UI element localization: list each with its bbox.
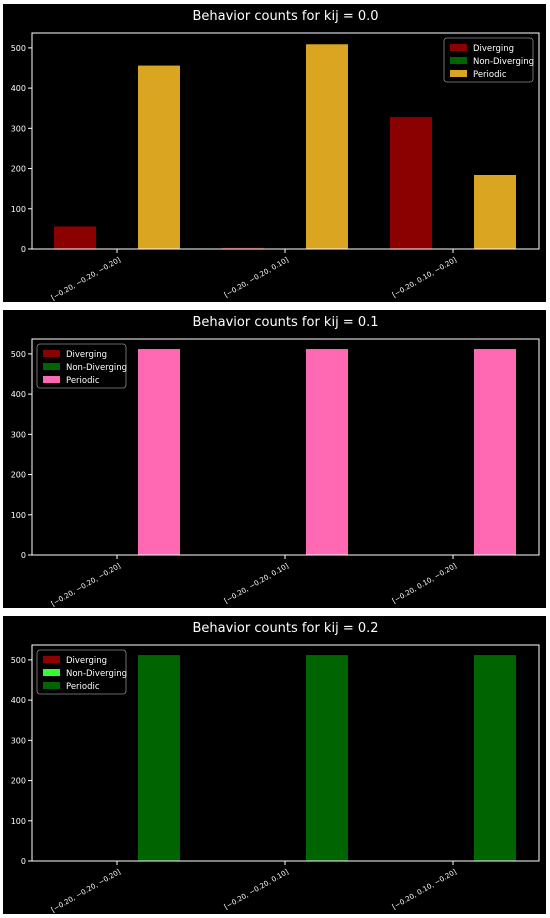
legend-swatch-diverging bbox=[43, 656, 60, 663]
legend-swatch-periodic bbox=[450, 70, 467, 77]
chart-title: Behavior counts for kij = 0.0 bbox=[192, 9, 378, 24]
y-tick-label: 300 bbox=[11, 430, 26, 439]
legend: Diverging Non-Diverging Periodic bbox=[36, 343, 127, 389]
x-tick-label: [−0.20, 0.10, −0.20] bbox=[391, 256, 458, 299]
legend-label-diverging: Diverging bbox=[473, 44, 514, 54]
bar-chart: Behavior counts for kij = 0.0 0 100 200 300 4… bbox=[11, 9, 540, 302]
legend-label-non-diverging: Non-Diverging bbox=[473, 57, 534, 67]
x-tick-label: [−0.20, −0.20, −0.20] bbox=[50, 256, 122, 302]
chart-panel-kij-0-2: Behavior counts for kij = 0.2 0 100 200 300 4… bbox=[3, 616, 546, 914]
y-tick-label: 100 bbox=[11, 205, 26, 214]
y-tick-label: 200 bbox=[11, 165, 26, 174]
x-tick-label: [−0.20, −0.20, −0.20] bbox=[50, 562, 122, 608]
y-tick-label: 100 bbox=[11, 817, 26, 826]
bar-periodic-1 bbox=[306, 655, 348, 861]
y-tick-label: 0 bbox=[21, 245, 26, 254]
y-tick-label: 200 bbox=[11, 777, 26, 786]
y-tick-label: 100 bbox=[11, 511, 26, 520]
y-tick-label: 0 bbox=[21, 551, 26, 560]
y-tick-label: 500 bbox=[11, 44, 26, 53]
bar-periodic-0 bbox=[138, 65, 180, 249]
bar-diverging-1 bbox=[222, 247, 264, 249]
chart-title: Behavior counts for kij = 0.2 bbox=[192, 621, 378, 636]
bar-periodic-1 bbox=[306, 349, 348, 555]
bar-periodic-1 bbox=[306, 44, 348, 249]
y-tick-label: 300 bbox=[11, 124, 26, 133]
bar-periodic-2 bbox=[474, 174, 516, 249]
legend-swatch-diverging bbox=[43, 350, 60, 357]
legend-label-diverging: Diverging bbox=[66, 656, 107, 666]
y-tick-label: 400 bbox=[11, 84, 26, 93]
y-tick-label: 200 bbox=[11, 471, 26, 480]
y-tick-label: 0 bbox=[21, 857, 26, 866]
bar-periodic-2 bbox=[474, 655, 516, 861]
legend-swatch-periodic bbox=[43, 376, 60, 383]
y-tick-label: 500 bbox=[11, 350, 26, 359]
legend-swatch-non-diverging bbox=[43, 363, 60, 370]
bar-chart: Behavior counts for kij = 0.1 0 100 200 300 4… bbox=[11, 315, 540, 608]
x-tick-label: [−0.20, −0.20, 0.10] bbox=[223, 562, 290, 605]
x-tick-label: [−0.20, 0.10, −0.20] bbox=[391, 562, 458, 605]
legend-label-diverging: Diverging bbox=[66, 350, 107, 360]
legend-label-non-diverging: Non-Diverging bbox=[66, 669, 127, 679]
legend-swatch-non-diverging bbox=[450, 57, 467, 64]
bar-periodic-2 bbox=[474, 349, 516, 555]
chart-title: Behavior counts for kij = 0.1 bbox=[192, 315, 378, 330]
bar-chart: Behavior counts for kij = 0.2 0 100 200 300 4… bbox=[11, 621, 540, 914]
legend: Diverging Non-Diverging Periodic bbox=[443, 37, 534, 83]
bar-periodic-0 bbox=[138, 655, 180, 861]
y-tick-label: 300 bbox=[11, 736, 26, 745]
y-tick-label: 500 bbox=[11, 656, 26, 665]
legend-swatch-periodic bbox=[43, 682, 60, 689]
legend-swatch-non-diverging bbox=[43, 669, 60, 676]
legend: Diverging Non-Diverging Periodic bbox=[36, 649, 127, 695]
bar-periodic-0 bbox=[138, 349, 180, 555]
x-tick-label: [−0.20, −0.20, −0.20] bbox=[50, 868, 122, 914]
chart-panel-kij-0-1: Behavior counts for kij = 0.1 0 100 200 300 4… bbox=[3, 310, 546, 608]
y-tick-label: 400 bbox=[11, 696, 26, 705]
legend-label-periodic: Periodic bbox=[66, 376, 100, 386]
y-tick-label: 400 bbox=[11, 390, 26, 399]
chart-panel-kij-0: Behavior counts for kij = 0.0 0 100 200 300 4… bbox=[3, 4, 546, 302]
x-tick-label: [−0.20, 0.10, −0.20] bbox=[391, 868, 458, 911]
legend-label-non-diverging: Non-Diverging bbox=[66, 363, 127, 373]
legend-label-periodic: Periodic bbox=[66, 682, 100, 692]
legend-swatch-diverging bbox=[450, 44, 467, 51]
x-tick-label: [−0.20, −0.20, 0.10] bbox=[223, 256, 290, 299]
bar-diverging-0 bbox=[54, 226, 96, 249]
bar-diverging-2 bbox=[390, 117, 432, 249]
legend-label-periodic: Periodic bbox=[473, 70, 507, 80]
x-tick-label: [−0.20, −0.20, 0.10] bbox=[223, 868, 290, 911]
